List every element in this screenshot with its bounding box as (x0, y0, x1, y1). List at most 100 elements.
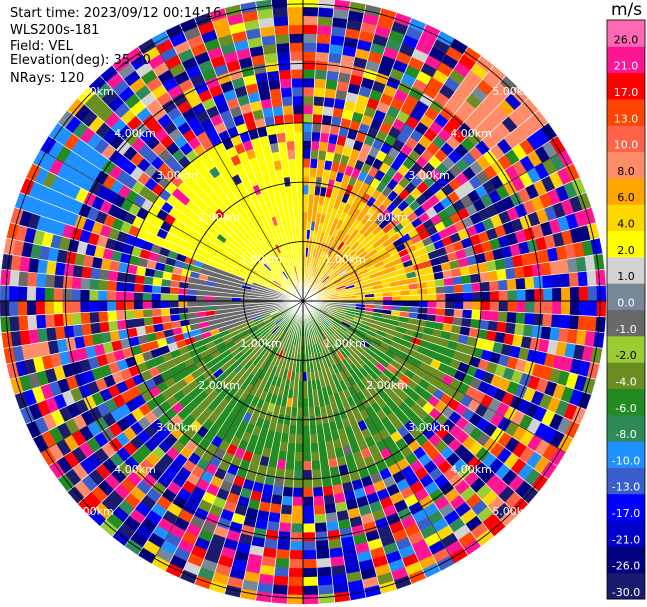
radar-gate (133, 283, 144, 293)
ring-label: 5.00km (492, 505, 534, 518)
radar-gate (478, 271, 490, 283)
radar-gate (596, 300, 607, 318)
radar-gate (295, 434, 304, 444)
radar-gate (313, 87, 326, 98)
radar-gate (297, 193, 304, 204)
radar-gate (314, 522, 328, 533)
radar-gate (26, 300, 37, 316)
colorbar-title: m/s (611, 0, 643, 20)
radar-gate (444, 308, 455, 317)
radar-gate (302, 585, 319, 596)
radar-gate (551, 273, 562, 289)
radar-gate (577, 271, 588, 287)
radar-gate (302, 389, 309, 400)
radar-gate (81, 323, 92, 337)
radar-gate (302, 505, 315, 516)
radar-gate (273, 16, 289, 27)
radar-gate (302, 443, 312, 453)
radar-gate (107, 280, 118, 292)
radar-gate (293, 131, 304, 141)
radar-gate (311, 460, 321, 471)
radar-gate (400, 300, 411, 307)
radar-gate (290, 69, 304, 79)
radar-gate (311, 122, 322, 133)
radar-gate (302, 416, 310, 426)
radar-gate (115, 300, 126, 311)
radar-gate (454, 300, 464, 310)
radar-gate (314, 69, 328, 80)
radar-gate (287, 442, 296, 453)
radar-gate (317, 16, 333, 27)
radar-gate (115, 291, 126, 302)
radar-gate (133, 309, 144, 319)
radar-gate (44, 287, 54, 302)
radar-gate (302, 33, 318, 44)
radar-gate (314, 78, 327, 89)
radar-gate (276, 540, 291, 551)
radar-gate (267, 512, 281, 523)
radar-gate (269, 88, 282, 99)
radar-gate (296, 176, 304, 186)
radar-gate (462, 309, 473, 319)
radar-gate (302, 95, 314, 106)
radar-gate (106, 300, 117, 312)
radar-gate (533, 312, 544, 327)
radar-gate (71, 288, 81, 302)
radar-gate (488, 310, 499, 322)
radar-gate (524, 276, 535, 290)
radar-gate (270, 494, 283, 505)
radar-gate (284, 122, 295, 133)
radar-gate (255, 0, 273, 11)
radar-gate (290, 60, 304, 70)
radar-gate (289, 550, 304, 560)
radar-gate (267, 79, 281, 90)
radar-gate (487, 320, 499, 332)
radar-gate (454, 292, 464, 302)
radar-gate (272, 7, 289, 18)
radar-gate (302, 202, 309, 213)
radar-gate (35, 272, 47, 288)
radar-gate (289, 51, 304, 61)
radar-gate (542, 274, 553, 289)
radar-gate (436, 293, 446, 302)
ring-label: 4.00km (114, 463, 156, 476)
radar-gate (315, 540, 330, 551)
radar-gate (312, 105, 324, 116)
radar-gate (88, 300, 99, 313)
radar-gate (560, 300, 571, 316)
radar-gate (62, 300, 72, 314)
radar-gate (569, 286, 580, 302)
radar-gate (595, 316, 606, 333)
radar-gate (302, 15, 319, 26)
radar-gate (281, 96, 293, 107)
radar-gate (292, 487, 304, 498)
radar-gate (169, 293, 179, 302)
ring-label: 3.00km (156, 421, 198, 434)
radar-gate (316, 24, 333, 36)
radar-gate (294, 452, 304, 462)
radar-gate (289, 541, 304, 551)
radar-gate (186, 300, 197, 308)
radar-gate (285, 460, 295, 471)
radar-gate (287, 149, 296, 160)
radar-gate (124, 300, 135, 311)
radar-gate (312, 486, 324, 497)
radar-gate (498, 300, 509, 312)
radar-gate (296, 416, 304, 426)
radar-gate (293, 122, 304, 133)
radar-gate (0, 300, 10, 318)
radar-gate (326, 520, 340, 532)
radar-gate (302, 452, 312, 462)
radar-gate (293, 478, 304, 489)
radar-gate (595, 269, 606, 286)
radar-gate (293, 461, 304, 471)
radar-gate (297, 202, 304, 213)
radar-gate (290, 532, 304, 542)
radar-gate (560, 286, 571, 302)
radar-gate (463, 300, 473, 311)
radar-gate (116, 319, 128, 331)
ring-label: 5.00km (72, 85, 114, 98)
radar-gate (269, 503, 282, 514)
radar-gate (44, 313, 55, 329)
